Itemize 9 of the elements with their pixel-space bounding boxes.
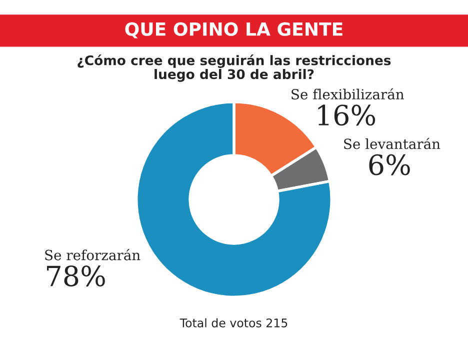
text: Total de votos 215 bbox=[180, 318, 288, 328]
slice-label: Se reforzarán bbox=[45, 249, 140, 260]
data-label: 16% bbox=[318, 104, 376, 126]
chart-title: QUE OPINO LA GENTE bbox=[125, 22, 342, 38]
slice-label: Se flexibilizarán bbox=[292, 88, 404, 100]
chart-subtitle: ¿Cómo cree que seguirán las restricciones luego del 30 de abril? bbox=[78, 54, 391, 82]
data-label: 6% bbox=[369, 154, 410, 176]
slice-label: Se levantarán bbox=[344, 138, 440, 150]
data-label: 78% bbox=[47, 265, 105, 286]
